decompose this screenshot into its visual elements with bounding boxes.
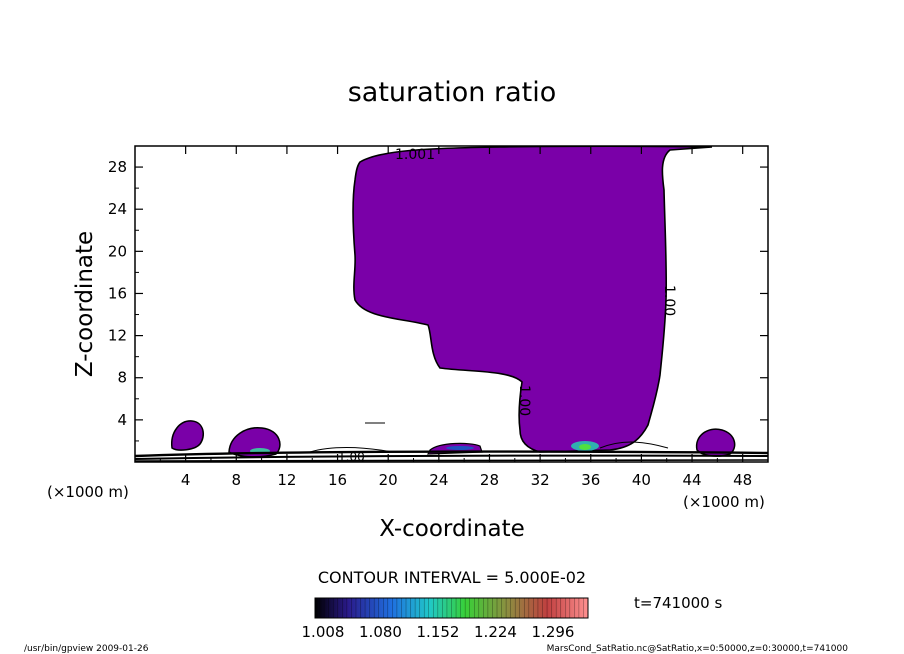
x-tick-label: 12 — [277, 471, 296, 489]
colorbar-tick-label: 1.224 — [474, 623, 517, 641]
y-tick-label: 20 — [108, 242, 127, 260]
x-tick-label: 20 — [379, 471, 398, 489]
contour-label-right: 1.00 — [661, 285, 677, 316]
x-axis-ticks: 4 8 12 16 20 24 28 32 36 40 44 48 — [159, 146, 752, 489]
contour-label-top: 1.001 — [395, 147, 435, 163]
y-unit-label: (×1000 m) — [47, 483, 129, 501]
x-tick-label: 48 — [733, 471, 752, 489]
x-tick-label: 28 — [480, 471, 499, 489]
x-tick-label: 40 — [632, 471, 651, 489]
footer-right: MarsCond_SatRatio.nc@SatRatio,x=0:50000,… — [547, 644, 849, 654]
x-axis-label: X-coordinate — [379, 516, 525, 542]
saturation-region-blob-1 — [171, 420, 205, 451]
colorbar-tick-label: 1.296 — [532, 623, 575, 641]
high-value-core — [579, 444, 591, 450]
plot-frame — [134, 145, 769, 463]
footer-left: /usr/bin/gpview 2009-01-26 — [24, 644, 149, 654]
x-tick-label: 4 — [181, 471, 191, 489]
colorbar-ticks: 1.008 1.080 1.152 1.224 1.296 — [302, 623, 575, 641]
contour-interval: CONTOUR INTERVAL = 5.000E-02 — [318, 568, 586, 587]
x-tick-label: 36 — [581, 471, 600, 489]
high-value-spot-3 — [446, 446, 474, 450]
colorbar-tick-label: 1.008 — [302, 623, 345, 641]
x-tick-label: 24 — [429, 471, 448, 489]
colorbar-tick-label: 1.080 — [359, 623, 402, 641]
y-axis-ticks: 4 8 12 16 20 24 28 — [108, 158, 768, 442]
y-tick-label: 16 — [108, 284, 127, 302]
y-tick-label: 8 — [117, 369, 127, 387]
y-tick-label: 12 — [108, 327, 127, 345]
surface-contours — [135, 422, 768, 462]
y-tick-label: 4 — [117, 411, 127, 429]
chart-title: saturation ratio — [348, 77, 557, 108]
x-tick-label: 32 — [531, 471, 550, 489]
time-label: t=741000 s — [634, 594, 722, 612]
x-tick-label: 8 — [232, 471, 242, 489]
x-tick-label: 16 — [328, 471, 347, 489]
x-unit-label: (×1000 m) — [683, 493, 765, 511]
colorbar-tick-label: 1.152 — [417, 623, 460, 641]
contour-label-bottom: 1.00 — [338, 450, 365, 464]
y-axis-label: Z-coordinate — [72, 231, 98, 377]
y-tick-label: 28 — [108, 158, 127, 176]
saturation-region-main — [352, 146, 713, 453]
colorbar-stripes — [319, 598, 584, 618]
x-tick-label: 44 — [682, 471, 701, 489]
contour-label-mid: 1.00 — [516, 385, 532, 416]
y-tick-label: 24 — [108, 200, 127, 218]
plot-area: 1.001 1.00 1.00 1.00 — [135, 146, 768, 464]
